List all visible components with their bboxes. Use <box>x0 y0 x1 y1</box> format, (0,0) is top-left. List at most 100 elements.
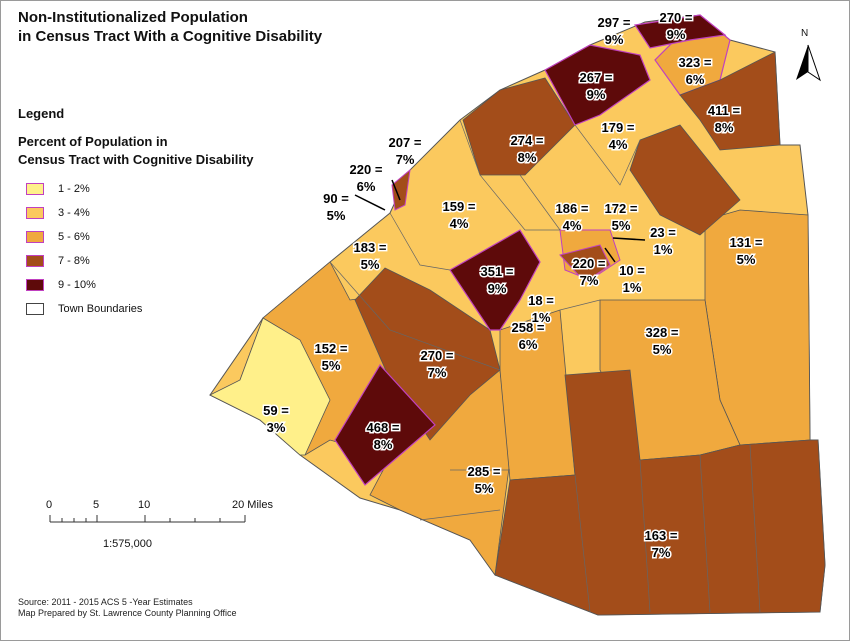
tract-count-label: 297 = <box>598 15 631 30</box>
tract-percent-label: 4% <box>609 137 628 152</box>
tract-count-label: 411 = <box>708 103 741 118</box>
source-line-2: Map Prepared by St. Lawrence County Plan… <box>18 608 237 618</box>
legend-heading: Legend <box>18 106 65 121</box>
legend-label: Town Boundaries <box>58 303 143 315</box>
tract-percent-label: 8% <box>715 120 734 135</box>
legend-swatch <box>26 183 44 195</box>
legend-item-3-4: 3 - 4% <box>26 205 90 221</box>
legend-item-1-2: 1 - 2% <box>26 181 90 197</box>
tract-percent-label: 7% <box>396 152 415 167</box>
tract-7-8-g <box>391 168 411 211</box>
scale-tick-20: 20 Miles <box>232 499 273 511</box>
tract-percent-label: 5% <box>612 218 631 233</box>
tract-7-8-b <box>679 51 781 151</box>
legend-subtitle-line-1: Percent of Population in <box>18 134 168 149</box>
tract-count-label: 328 = <box>646 325 679 340</box>
tract-7-8-f <box>559 244 611 283</box>
tract-count-label: 274 = <box>511 133 544 148</box>
scale-ratio: 1:575,000 <box>103 538 152 550</box>
tract-percent-label: 3% <box>267 420 286 435</box>
tract-percent-label: 5% <box>653 342 672 357</box>
title-line-2: in Census Tract With a Cognitive Disabil… <box>18 28 323 45</box>
tract-percent-label: 9% <box>667 27 686 42</box>
tract-percent-label: 5% <box>322 358 341 373</box>
tract-percent-label: 5% <box>361 257 380 272</box>
legend-swatch <box>26 231 44 243</box>
tract-count-label: 258 = <box>512 320 545 335</box>
tract-count-label: 220 = <box>350 162 383 177</box>
tract-percent-label: 9% <box>587 87 606 102</box>
legend-item-5-6: 5 - 6% <box>26 229 90 245</box>
tract-count-label: 285 = <box>468 464 501 479</box>
tract-percent-label: 5% <box>327 208 346 223</box>
north-label: N <box>801 28 809 39</box>
source-note: Source: 2011 - 2015 ACS 5 -Year Estimate… <box>18 597 236 619</box>
tract-count-label: 163 = <box>645 528 678 543</box>
tract-percent-label: 7% <box>580 273 599 288</box>
tract-9-10-c <box>449 229 541 331</box>
tract-percent-label: 5% <box>475 481 494 496</box>
tract-count-label: 468 = <box>367 420 400 435</box>
legend-item-town-boundaries: Town Boundaries <box>26 301 142 317</box>
tract-percent-label: 4% <box>563 218 582 233</box>
tract-count-label: 90 = <box>323 191 349 206</box>
legend-item-7-8: 7 - 8% <box>26 253 90 269</box>
legend-label: 1 - 2% <box>58 183 90 195</box>
leader-lines <box>354 179 646 263</box>
tract-count-label: 152 = <box>315 341 348 356</box>
tract-percent-label: 7% <box>652 545 671 560</box>
tract-percent-label: 5% <box>737 252 756 267</box>
tract-count-label: 10 = <box>619 263 645 278</box>
tract-labels: 297 = 9% 270 = 9% 323 = 6% 267 = 9% 411 = 8% 274 =… <box>262 9 765 562</box>
tract-count-label: 59 = <box>263 403 289 418</box>
tract-count-label: 270 = <box>421 348 454 363</box>
scale-bar <box>49 515 246 523</box>
legend-swatch <box>26 255 44 267</box>
tract-percent-label: 1% <box>623 280 642 295</box>
tract-percent-label: 1% <box>532 310 551 325</box>
source-line-1: Source: 2011 - 2015 ACS 5 -Year Estimate… <box>18 597 193 607</box>
tract-count-label: 270 = <box>660 10 693 25</box>
legend-label: 9 - 10% <box>58 279 96 291</box>
tract-count-label: 159 = <box>443 199 476 214</box>
tract-count-label: 323 = <box>679 55 712 70</box>
tract-count-label: 183 = <box>354 240 387 255</box>
legend-swatch <box>26 207 44 219</box>
town-boundaries <box>329 119 761 613</box>
legend-subtitle-line-2: Census Tract with Cognitive Disability <box>18 152 254 167</box>
scale-tick-0: 0 <box>46 499 53 511</box>
legend-label: 5 - 6% <box>58 231 90 243</box>
tract-percent-label: 6% <box>519 337 538 352</box>
tract-count-label: 179 = <box>602 120 635 135</box>
tract-count-label: 186 = <box>556 201 589 216</box>
legend-item-9-10: 9 - 10% <box>26 277 96 293</box>
tract-count-label: 18 = <box>528 293 554 308</box>
tract-percent-label: 1% <box>654 242 673 257</box>
scale-tick-10: 10 <box>138 499 151 511</box>
tract-count-label: 131 = <box>730 235 763 250</box>
tract-percent-label: 6% <box>357 179 376 194</box>
tract-count-label: 267 = <box>580 70 613 85</box>
tract-count-label: 23 = <box>650 225 676 240</box>
tract-count-label: 351 = <box>481 264 514 279</box>
tract-count-label: 172 = <box>605 201 638 216</box>
tract-count-label: 220 = <box>573 256 606 271</box>
tract-percent-label: 8% <box>374 437 393 452</box>
tract-9-10-b <box>633 14 727 49</box>
tract-percent-label: 9% <box>488 281 507 296</box>
tract-percent-label: 9% <box>605 32 624 47</box>
legend-label: 3 - 4% <box>58 207 90 219</box>
legend-label: 7 - 8% <box>58 255 90 267</box>
tract-9-10-d <box>334 364 436 486</box>
scale-tick-5: 5 <box>93 499 100 511</box>
tract-1-2 <box>209 317 331 456</box>
map-title: Non-Institutionalized Population in Cens… <box>18 8 322 46</box>
tract-7-8-c <box>629 124 741 236</box>
tract-count-label: 207 = <box>389 135 422 150</box>
title-line-1: Non-Institutionalized Population <box>18 9 248 26</box>
legend-subtitle: Percent of Population in Census Tract wi… <box>18 133 254 169</box>
tract-7-8-e <box>494 369 826 616</box>
tract-percent-label: 7% <box>428 365 447 380</box>
tract-percent-label: 8% <box>518 150 537 165</box>
